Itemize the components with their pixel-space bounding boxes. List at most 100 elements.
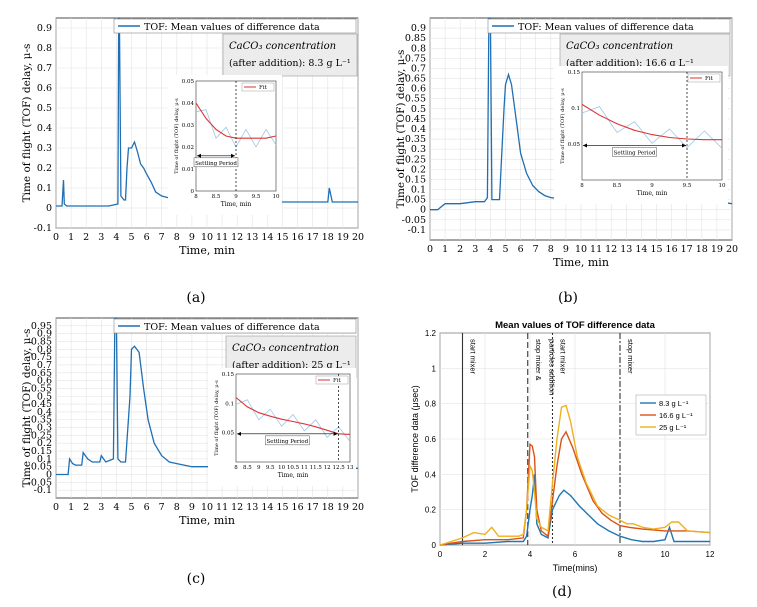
inset-y-tick-label: 0.15 — [222, 372, 235, 378]
y-tick-label: 0.75 — [405, 53, 426, 64]
y-tick-label: 0.2 — [37, 163, 52, 174]
event-label: stop mixer & — [534, 339, 543, 381]
y-tick-label: 0.9 — [37, 23, 52, 34]
concentration-value: (after addition): 25 g L⁻¹ — [232, 360, 351, 371]
concentration-title: CaCO₃ concentration — [566, 41, 673, 52]
x-tick-label: 3 — [472, 244, 478, 255]
x-tick-label: 12 — [231, 232, 243, 243]
y-tick-label: 0.3 — [411, 144, 426, 155]
y-tick-label: 0.2 — [37, 438, 52, 449]
y-tick-label: 0.2 — [425, 506, 437, 515]
x-tick-label: 0 — [53, 232, 59, 243]
x-tick-label: 15 — [276, 502, 288, 513]
x-axis-label: Time(mins) — [553, 563, 598, 573]
y-tick-label: 0.35 — [405, 134, 426, 145]
inset-x-axis-label: Time, min — [221, 201, 252, 208]
x-tick-label: 20 — [352, 502, 364, 513]
x-tick-label: 16 — [292, 502, 304, 513]
y-tick-label: 0.8 — [425, 400, 437, 409]
x-tick-label: 7 — [533, 244, 539, 255]
y-tick-label: 0.1 — [37, 183, 52, 194]
x-tick-label: 2 — [83, 232, 89, 243]
x-tick-label: 6 — [518, 244, 524, 255]
inset-x-tick-label: 8.5 — [243, 465, 252, 471]
y-tick-label: 0.5 — [37, 103, 52, 114]
legend-box — [113, 318, 357, 334]
y-tick-label: 0.7 — [37, 63, 52, 74]
x-tick-label: 9 — [563, 244, 569, 255]
x-tick-label: 3 — [98, 232, 104, 243]
inset-y-tick-label: 0.1 — [225, 401, 234, 407]
y-tick-label: 1.2 — [425, 329, 437, 338]
settling-label-box — [193, 157, 239, 168]
x-tick-label: 16 — [666, 244, 678, 255]
x-tick-label: 2 — [483, 550, 488, 559]
inset-legend-box — [687, 73, 721, 83]
legend-label: 16.6 g L⁻¹ — [659, 411, 693, 420]
y-tick-label: 0.65 — [31, 368, 52, 379]
y-tick-label: 0.4 — [37, 123, 52, 134]
x-tick-label: 14 — [261, 232, 273, 243]
event-label: start mixer — [559, 339, 568, 375]
y-tick-label: 0.65 — [405, 74, 426, 85]
x-tick-label: 14 — [261, 502, 273, 513]
x-tick-label: 5 — [502, 244, 508, 255]
y-tick-label: 0.35 — [31, 415, 52, 426]
x-tick-label: 8 — [174, 502, 180, 513]
x-tick-label: 10 — [575, 244, 587, 255]
inset-x-tick-label: 12 — [324, 465, 331, 471]
y-tick-label: 0.2 — [411, 164, 426, 175]
x-tick-label: 13 — [620, 244, 632, 255]
x-tick-label: 4 — [528, 550, 533, 559]
legend-label: 25 g L⁻¹ — [659, 423, 687, 432]
y-tick-label: 0.85 — [31, 336, 52, 347]
x-tick-label: 2 — [457, 244, 463, 255]
inset-x-tick-label: 8 — [194, 194, 198, 200]
x-tick-label: 13 — [246, 502, 258, 513]
inset-x-tick-label: 8 — [580, 183, 584, 189]
x-tick-label: 8 — [548, 244, 554, 255]
x-tick-label: 6 — [144, 232, 150, 243]
y-tick-label: 0.25 — [31, 430, 52, 441]
inset-x-tick-label: 11 — [301, 465, 308, 471]
x-tick-label: 12 — [231, 502, 243, 513]
inset-x-tick-label: 10 — [719, 183, 726, 189]
y-tick-label: -0.1 — [34, 485, 52, 496]
y-tick-label: 0.4 — [411, 124, 426, 135]
y-tick-label: 0 — [46, 203, 52, 214]
settling-label-box — [612, 147, 657, 157]
inset-y-tick-label: 0.05 — [222, 431, 235, 437]
event-label: particles addition — [547, 339, 556, 395]
y-tick-label: 0.7 — [37, 360, 52, 371]
chart-title: Mean values of TOF difference data — [495, 320, 656, 331]
y-tick-label: 0.05 — [405, 195, 426, 206]
inset-x-tick-label: 9.5 — [266, 465, 275, 471]
y-tick-label: 0.4 — [425, 470, 437, 479]
x-tick-label: 16 — [292, 232, 304, 243]
panel-caption-a: (a) — [186, 290, 205, 306]
y-tick-label: -0.1 — [34, 223, 52, 234]
inset-x-tick-label: 9 — [234, 194, 238, 200]
event-label: start mixer — [469, 339, 478, 375]
inset-x-tick-label: 9.5 — [683, 183, 692, 189]
inset-frame — [581, 71, 723, 181]
x-tick-label: 15 — [276, 232, 288, 243]
y-tick-label: -0.05 — [402, 215, 426, 226]
x-tick-label: 12 — [706, 550, 715, 559]
x-tick-label: 18 — [322, 502, 334, 513]
inset-x-tick-label: 13 — [347, 465, 354, 471]
x-axis-label: Time, min — [179, 244, 235, 257]
x-tick-label: 17 — [681, 244, 693, 255]
y-tick-label: 0.25 — [405, 154, 426, 165]
inset-y-axis-label: Time of flight (TOF) delay, μ-s — [173, 98, 180, 174]
inset-x-tick-label: 9.5 — [252, 194, 261, 200]
y-tick-label: 0.15 — [31, 446, 52, 457]
y-tick-label: 0 — [420, 205, 426, 216]
inset-x-tick-label: 8.5 — [613, 183, 622, 189]
concentration-title: CaCO₃ concentration — [232, 343, 339, 354]
x-tick-label: 0 — [53, 502, 59, 513]
x-tick-label: 2 — [83, 502, 89, 513]
y-axis-label: TOF difference data (μsec) — [410, 385, 420, 492]
x-tick-label: 9 — [189, 502, 195, 513]
